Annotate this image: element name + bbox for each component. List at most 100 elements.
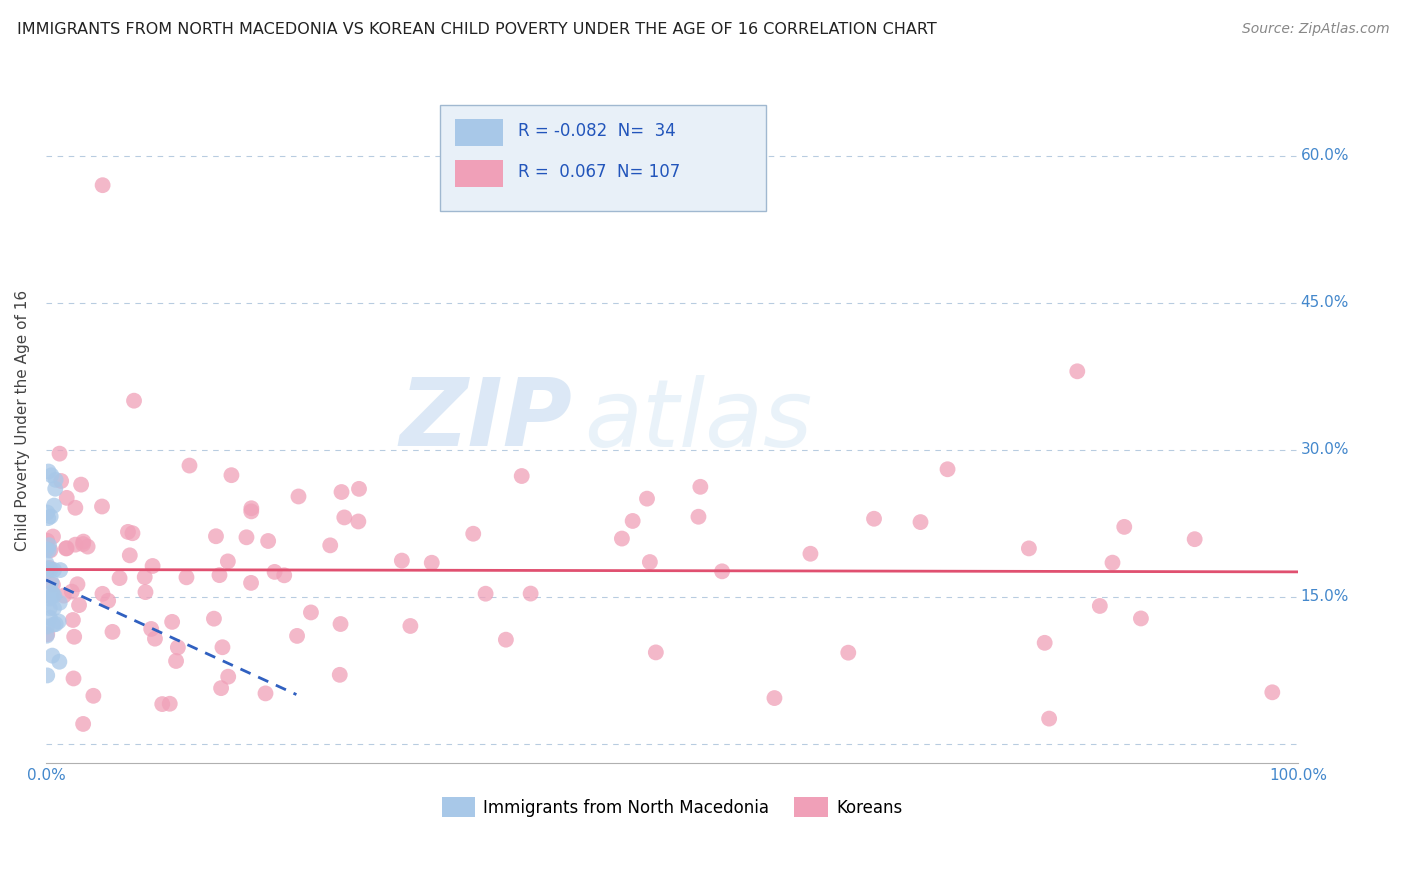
Point xyxy=(38,611,60,625)
Point xyxy=(44,588,66,602)
Legend: Immigrants from North Macedonia, Koreans: Immigrants from North Macedonia, Koreans xyxy=(434,791,910,823)
Point xyxy=(143,632,166,646)
Point xyxy=(936,462,959,476)
Text: ZIP: ZIP xyxy=(399,375,572,467)
Point xyxy=(42,563,65,577)
Text: 30.0%: 30.0% xyxy=(1301,442,1350,458)
Point xyxy=(221,468,243,483)
Point xyxy=(636,491,658,506)
Point xyxy=(150,697,173,711)
Y-axis label: Child Poverty Under the Age of 16: Child Poverty Under the Age of 16 xyxy=(15,290,30,551)
Point xyxy=(55,541,77,556)
Point xyxy=(202,612,225,626)
Point xyxy=(35,619,58,633)
Point xyxy=(55,541,77,556)
Point xyxy=(41,585,63,599)
Point xyxy=(35,561,58,575)
Point xyxy=(42,617,65,632)
Point xyxy=(38,601,60,615)
Point xyxy=(72,534,94,549)
Text: 45.0%: 45.0% xyxy=(1301,295,1348,310)
Point xyxy=(37,533,59,548)
Point xyxy=(42,499,65,513)
Point xyxy=(330,485,353,500)
Point xyxy=(263,565,285,579)
Point xyxy=(55,491,77,505)
Point xyxy=(41,574,63,589)
Point xyxy=(211,640,233,655)
Point xyxy=(391,553,413,567)
Point xyxy=(217,670,239,684)
Point xyxy=(763,691,786,706)
Point xyxy=(37,627,59,641)
Point xyxy=(38,591,60,606)
Point xyxy=(42,588,65,602)
Point xyxy=(39,590,62,604)
Point xyxy=(48,655,70,669)
Point xyxy=(299,606,322,620)
Point xyxy=(52,589,75,603)
FancyBboxPatch shape xyxy=(440,105,766,211)
Point xyxy=(72,717,94,731)
Point xyxy=(39,543,62,558)
Point xyxy=(179,458,201,473)
Point xyxy=(463,526,485,541)
Point xyxy=(37,511,59,525)
Point xyxy=(1088,599,1111,613)
Point xyxy=(38,538,60,552)
Point xyxy=(49,563,72,577)
Point xyxy=(76,540,98,554)
Point xyxy=(240,575,263,590)
Point xyxy=(208,568,231,582)
Point xyxy=(42,529,65,543)
Point xyxy=(644,645,666,659)
Point xyxy=(42,601,65,615)
Point xyxy=(347,482,370,496)
Point xyxy=(689,480,711,494)
Text: R =  0.067  N= 107: R = 0.067 N= 107 xyxy=(517,163,681,181)
Point xyxy=(45,473,67,487)
Text: 60.0%: 60.0% xyxy=(1301,148,1350,163)
Point xyxy=(240,501,263,516)
Point xyxy=(420,556,443,570)
Text: IMMIGRANTS FROM NORTH MACEDONIA VS KOREAN CHILD POVERTY UNDER THE AGE OF 16 CORR: IMMIGRANTS FROM NORTH MACEDONIA VS KOREA… xyxy=(17,22,936,37)
Point xyxy=(209,681,232,695)
Point xyxy=(38,561,60,575)
FancyBboxPatch shape xyxy=(456,119,503,146)
Point xyxy=(122,393,145,408)
Point xyxy=(37,506,59,520)
Point xyxy=(159,697,181,711)
Point xyxy=(44,482,66,496)
Point xyxy=(39,563,62,577)
Point xyxy=(35,557,58,571)
Point xyxy=(65,538,87,552)
Point xyxy=(97,594,120,608)
Point xyxy=(91,587,114,601)
Point xyxy=(60,584,83,599)
Point xyxy=(176,570,198,584)
Point xyxy=(35,629,58,643)
Point xyxy=(91,500,114,514)
FancyBboxPatch shape xyxy=(456,160,503,187)
Point xyxy=(837,646,859,660)
Point xyxy=(66,577,89,591)
Point xyxy=(35,542,58,557)
Point xyxy=(1114,520,1136,534)
Point xyxy=(37,564,59,578)
Point xyxy=(799,547,821,561)
Text: Source: ZipAtlas.com: Source: ZipAtlas.com xyxy=(1241,22,1389,37)
Text: R = -0.082  N=  34: R = -0.082 N= 34 xyxy=(517,122,676,140)
Point xyxy=(1018,541,1040,556)
Point xyxy=(329,617,352,632)
Point xyxy=(41,648,63,663)
Text: atlas: atlas xyxy=(585,375,813,466)
Point xyxy=(285,629,308,643)
Point xyxy=(205,529,228,543)
Point xyxy=(254,686,277,700)
Point xyxy=(638,555,661,569)
Point xyxy=(621,514,644,528)
Point xyxy=(167,640,190,655)
Point xyxy=(38,543,60,558)
Point xyxy=(333,510,356,524)
Text: 15.0%: 15.0% xyxy=(1301,589,1348,604)
